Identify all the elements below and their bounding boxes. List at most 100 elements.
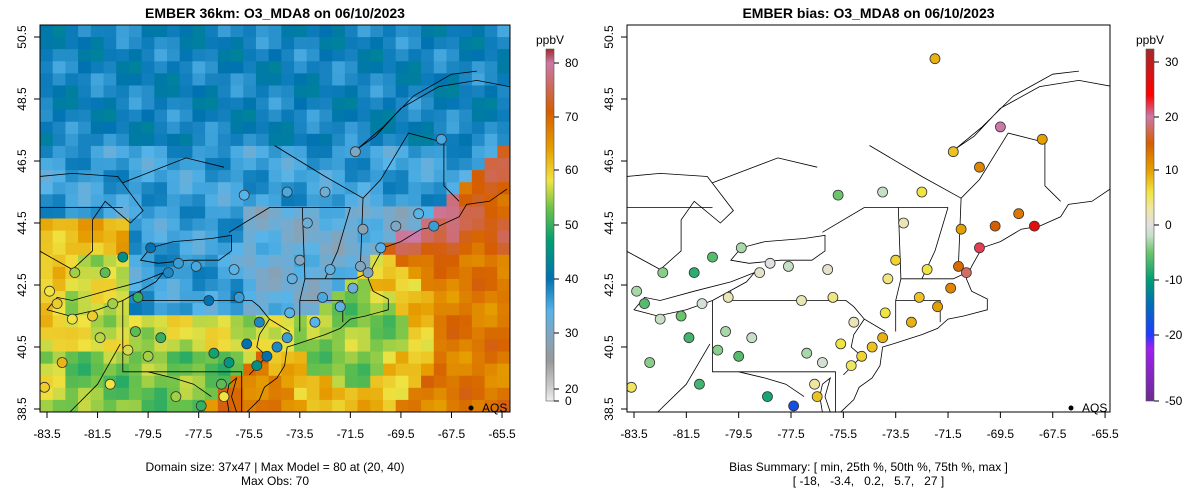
aqs-station-marker[interactable] xyxy=(132,291,144,303)
aqs-station-marker[interactable] xyxy=(694,378,705,390)
aqs-station-marker[interactable] xyxy=(155,332,167,344)
aqs-station-marker[interactable] xyxy=(906,316,917,328)
aqs-station-marker[interactable] xyxy=(223,357,235,368)
aqs-station-marker[interactable] xyxy=(39,381,50,393)
aqs-station-marker[interactable] xyxy=(294,254,306,266)
aqs-station-marker[interactable] xyxy=(882,273,894,285)
aqs-station-marker[interactable] xyxy=(87,310,98,322)
aqs-station-marker[interactable] xyxy=(309,316,321,328)
aqs-station-marker[interactable] xyxy=(754,267,766,279)
aqs-station-marker[interactable] xyxy=(955,223,967,235)
aqs-station-marker[interactable] xyxy=(66,313,78,325)
aqs-station-marker[interactable] xyxy=(238,189,250,201)
aqs-station-marker[interactable] xyxy=(375,242,387,254)
aqs-station-marker[interactable] xyxy=(216,378,227,390)
aqs-station-marker[interactable] xyxy=(953,260,964,272)
aqs-station-marker[interactable] xyxy=(890,254,902,266)
aqs-station-marker[interactable] xyxy=(722,291,734,303)
aqs-station-marker[interactable] xyxy=(1036,133,1048,145)
aqs-station-marker[interactable] xyxy=(696,298,708,310)
aqs-station-marker[interactable] xyxy=(281,332,293,344)
aqs-station-marker[interactable] xyxy=(733,350,745,362)
aqs-station-marker[interactable] xyxy=(712,344,724,356)
aqs-station-marker[interactable] xyxy=(334,301,346,313)
aqs-station-marker[interactable] xyxy=(989,220,1001,232)
aqs-station-marker[interactable] xyxy=(735,242,747,254)
aqs-station-marker[interactable] xyxy=(435,133,447,145)
aqs-station-marker[interactable] xyxy=(117,251,129,263)
aqs-station-marker[interactable] xyxy=(822,264,834,275)
aqs-station-marker[interactable] xyxy=(932,301,943,313)
aqs-station-marker[interactable] xyxy=(251,360,263,372)
aqs-station-marker[interactable] xyxy=(261,350,273,362)
aqs-station-marker[interactable] xyxy=(877,332,889,344)
aqs-station-marker[interactable] xyxy=(683,332,695,344)
aqs-station-marker[interactable] xyxy=(631,285,643,297)
aqs-station-marker[interactable] xyxy=(301,217,313,229)
aqs-station-marker[interactable] xyxy=(644,357,656,368)
aqs-station-marker[interactable] xyxy=(317,291,328,303)
aqs-station-marker[interactable] xyxy=(945,282,957,294)
aqs-station-marker[interactable] xyxy=(796,295,807,306)
aqs-station-marker[interactable] xyxy=(994,121,1006,133)
aqs-station-marker[interactable] xyxy=(639,298,650,310)
aqs-station-marker[interactable] xyxy=(720,326,731,337)
aqs-station-marker[interactable] xyxy=(916,186,928,198)
aqs-station-marker[interactable] xyxy=(688,267,700,279)
aqs-station-marker[interactable] xyxy=(241,338,253,350)
aqs-station-marker[interactable] xyxy=(974,242,985,254)
aqs-station-marker[interactable] xyxy=(350,146,361,158)
aqs-station-marker[interactable] xyxy=(413,208,425,220)
aqs-station-marker[interactable] xyxy=(170,391,182,403)
aqs-station-marker[interactable] xyxy=(898,217,909,229)
aqs-station-marker[interactable] xyxy=(428,220,440,232)
aqs-station-marker[interactable] xyxy=(788,400,800,412)
aqs-station-marker[interactable] xyxy=(866,341,878,353)
aqs-station-marker[interactable] xyxy=(190,260,202,272)
aqs-station-marker[interactable] xyxy=(253,316,265,328)
aqs-station-marker[interactable] xyxy=(173,257,184,269)
aqs-station-marker[interactable] xyxy=(654,313,666,325)
aqs-station-marker[interactable] xyxy=(203,295,215,306)
aqs-station-marker[interactable] xyxy=(271,341,283,353)
aqs-station-marker[interactable] xyxy=(94,332,106,344)
aqs-station-marker[interactable] xyxy=(947,146,959,158)
aqs-station-marker[interactable] xyxy=(809,378,820,390)
aqs-station-marker[interactable] xyxy=(51,298,63,310)
aqs-station-marker[interactable] xyxy=(921,264,933,275)
aqs-station-marker[interactable] xyxy=(145,242,157,254)
aqs-station-marker[interactable] xyxy=(218,391,230,403)
aqs-station-marker[interactable] xyxy=(1013,208,1025,220)
aqs-station-marker[interactable] xyxy=(357,223,369,235)
aqs-station-marker[interactable] xyxy=(107,298,119,310)
aqs-station-marker[interactable] xyxy=(44,285,55,297)
aqs-station-marker[interactable] xyxy=(845,360,857,372)
aqs-station-marker[interactable] xyxy=(848,316,860,328)
aqs-station-marker[interactable] xyxy=(162,267,174,279)
aqs-station-marker[interactable] xyxy=(675,310,687,322)
aqs-station-marker[interactable] xyxy=(99,267,111,279)
aqs-station-marker[interactable] xyxy=(746,332,758,344)
aqs-station-marker[interactable] xyxy=(281,186,293,198)
aqs-station-marker[interactable] xyxy=(877,186,889,198)
aqs-station-marker[interactable] xyxy=(856,350,868,362)
aqs-station-marker[interactable] xyxy=(657,267,669,279)
aqs-station-marker[interactable] xyxy=(56,357,68,368)
aqs-station-marker[interactable] xyxy=(707,251,718,263)
aqs-station-marker[interactable] xyxy=(879,307,891,319)
aqs-station-marker[interactable] xyxy=(960,267,972,279)
aqs-station-marker[interactable] xyxy=(913,291,925,303)
aqs-station-marker[interactable] xyxy=(974,161,985,173)
aqs-station-marker[interactable] xyxy=(811,391,823,403)
aqs-station-marker[interactable] xyxy=(195,400,207,412)
aqs-station-marker[interactable] xyxy=(929,53,941,65)
aqs-station-marker[interactable] xyxy=(233,291,245,303)
aqs-station-marker[interactable] xyxy=(142,350,154,362)
aqs-station-marker[interactable] xyxy=(286,273,298,285)
aqs-station-marker[interactable] xyxy=(122,344,134,356)
aqs-station-marker[interactable] xyxy=(827,291,839,303)
aqs-station-marker[interactable] xyxy=(69,267,81,279)
aqs-station-marker[interactable] xyxy=(801,347,813,359)
aqs-station-marker[interactable] xyxy=(762,391,773,403)
aqs-station-marker[interactable] xyxy=(347,282,359,294)
